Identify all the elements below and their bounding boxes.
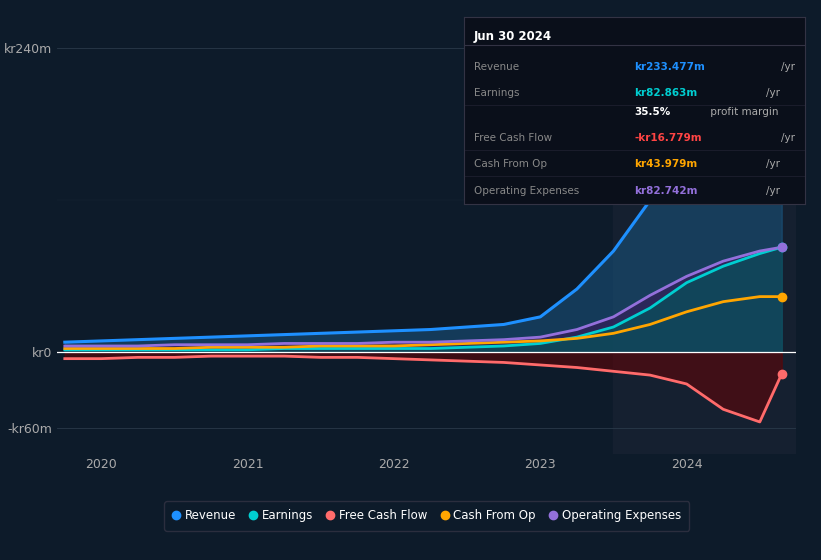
Text: /yr: /yr — [766, 88, 780, 98]
Text: -kr16.779m: -kr16.779m — [635, 133, 702, 143]
Legend: Revenue, Earnings, Free Cash Flow, Cash From Op, Operating Expenses: Revenue, Earnings, Free Cash Flow, Cash … — [164, 501, 690, 531]
Text: kr82.863m: kr82.863m — [635, 88, 698, 98]
Text: profit margin: profit margin — [708, 107, 779, 117]
Text: kr82.742m: kr82.742m — [635, 186, 698, 195]
Text: Operating Expenses: Operating Expenses — [474, 186, 580, 195]
Text: Revenue: Revenue — [474, 62, 519, 72]
Bar — [613, 17, 796, 454]
Text: 35.5%: 35.5% — [635, 107, 671, 117]
Text: Jun 30 2024: Jun 30 2024 — [474, 30, 553, 43]
Text: Earnings: Earnings — [474, 88, 520, 98]
Text: /yr: /yr — [781, 133, 795, 143]
Text: Free Cash Flow: Free Cash Flow — [474, 133, 553, 143]
Text: /yr: /yr — [766, 160, 780, 169]
Text: kr233.477m: kr233.477m — [635, 62, 705, 72]
Text: /yr: /yr — [766, 186, 780, 195]
Text: Cash From Op: Cash From Op — [474, 160, 547, 169]
Text: kr43.979m: kr43.979m — [635, 160, 698, 169]
Text: /yr: /yr — [781, 62, 795, 72]
